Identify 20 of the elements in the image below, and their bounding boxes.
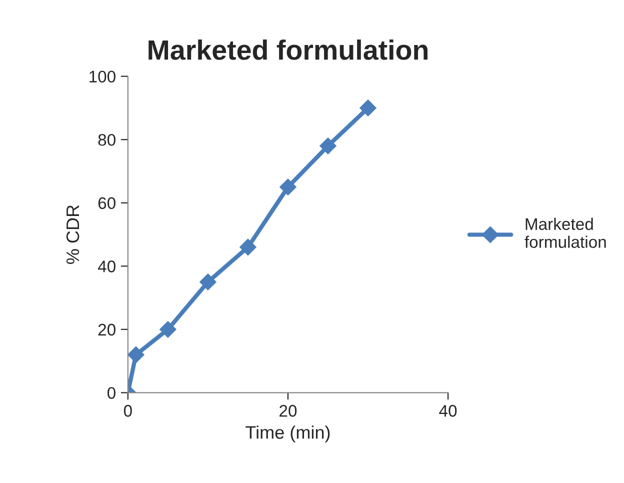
point — [280, 178, 296, 196]
y-tick-label: 80 — [98, 134, 116, 146]
x-tick-label: 0 — [124, 404, 132, 417]
point — [320, 138, 336, 154]
y-tick-label: 100 — [90, 70, 116, 83]
y-axis-title: % CDR — [66, 205, 80, 264]
point — [160, 321, 176, 338]
chart-title: Marketed formulation — [148, 40, 428, 60]
point — [240, 238, 256, 256]
point — [200, 274, 216, 290]
point — [128, 346, 144, 364]
x-axis-title: Time (min) — [246, 426, 330, 442]
x-tick-label: 20 — [280, 404, 297, 417]
x-tick-label: 40 — [439, 404, 457, 417]
y-tick-label: 0 — [107, 387, 116, 399]
y-tick-label: 40 — [98, 260, 116, 272]
legend-label: Marketed formulation — [524, 218, 606, 248]
y-tick-label: 60 — [98, 197, 116, 210]
point — [360, 100, 376, 116]
y-tick-label: 20 — [98, 324, 116, 336]
